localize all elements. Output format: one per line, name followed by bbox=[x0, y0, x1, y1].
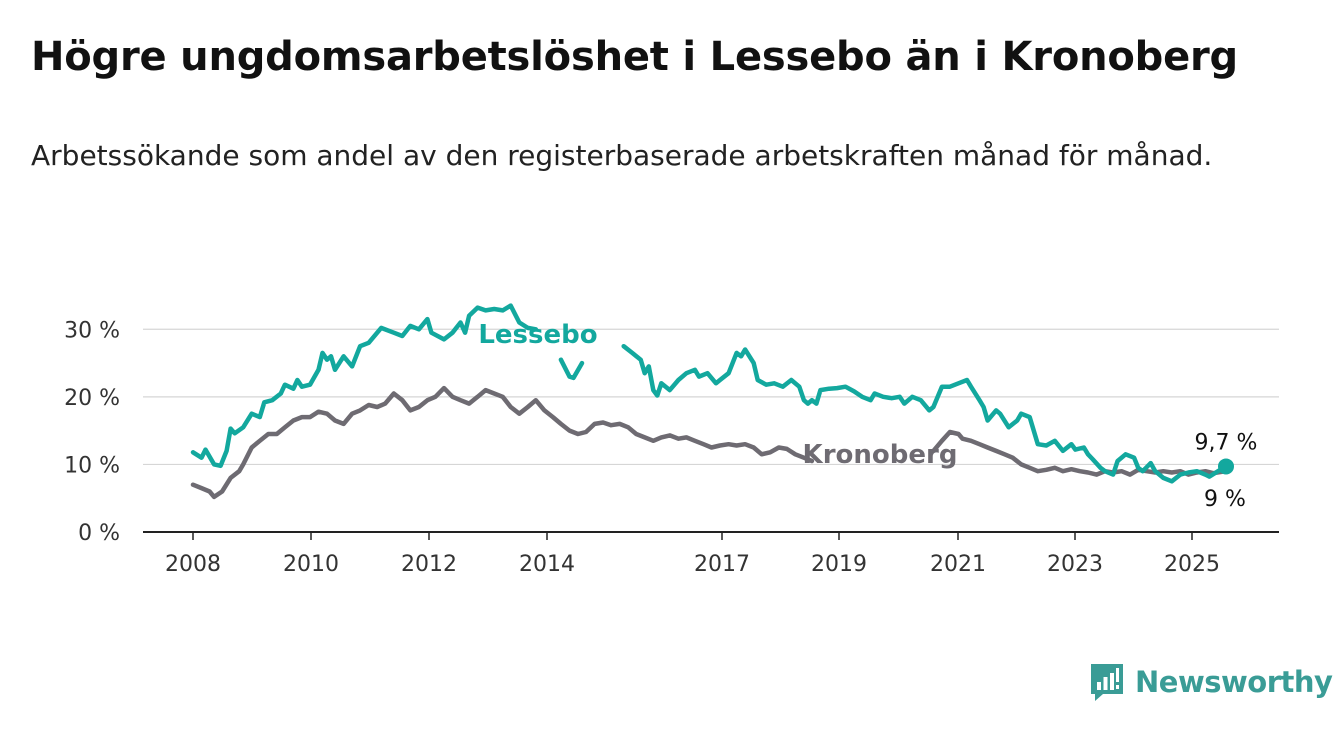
kronoberg-last-value: 9 % bbox=[1204, 487, 1246, 512]
y-tick-label: 10 % bbox=[64, 453, 120, 478]
x-tick-label: 2014 bbox=[519, 552, 575, 577]
series bbox=[190, 303, 1234, 500]
x-tick-label: 2010 bbox=[283, 552, 339, 577]
series-name-kronoberg: Kronoberg bbox=[803, 440, 958, 470]
x-tick-label: 2012 bbox=[401, 552, 457, 577]
y-tick-label: 20 % bbox=[64, 386, 120, 411]
x-tick-label: 2019 bbox=[811, 552, 867, 577]
x-tick-label: 2017 bbox=[694, 552, 750, 577]
brand-name: Newsworthy bbox=[1135, 665, 1333, 699]
series-line-lessebo bbox=[190, 303, 1229, 484]
series-name-lessebo: Lessebo bbox=[478, 320, 597, 350]
y-tick-label: 0 % bbox=[78, 521, 120, 546]
chart-title: Högre ungdomsarbetslöshet i Lessebo än i… bbox=[31, 34, 1238, 80]
x-tick-label: 2025 bbox=[1164, 552, 1220, 577]
lessebo-end-point bbox=[1217, 458, 1234, 475]
axes: 0 % 10 % 20 % 30 % 2008 2010 2012 2014 2017 2019 2… bbox=[64, 318, 1279, 577]
series-line-kronoberg bbox=[190, 385, 1229, 500]
lessebo-last-value: 9,7 % bbox=[1195, 430, 1258, 455]
gridlines bbox=[143, 328, 1279, 466]
newsworthy-logo: Newsworthy bbox=[1089, 660, 1333, 704]
x-tick-label: 2021 bbox=[930, 552, 986, 577]
x-tick-label: 2023 bbox=[1047, 552, 1103, 577]
y-tick-label: 30 % bbox=[64, 318, 120, 343]
bar-chart-logo-icon bbox=[1091, 664, 1123, 701]
chart-subtitle: Arbetssökande som andel av den registerb… bbox=[31, 139, 1213, 172]
x-tick-label: 2008 bbox=[165, 552, 221, 577]
series-labels: Lessebo Kronoberg 9,7 % 9 % bbox=[478, 320, 1257, 512]
